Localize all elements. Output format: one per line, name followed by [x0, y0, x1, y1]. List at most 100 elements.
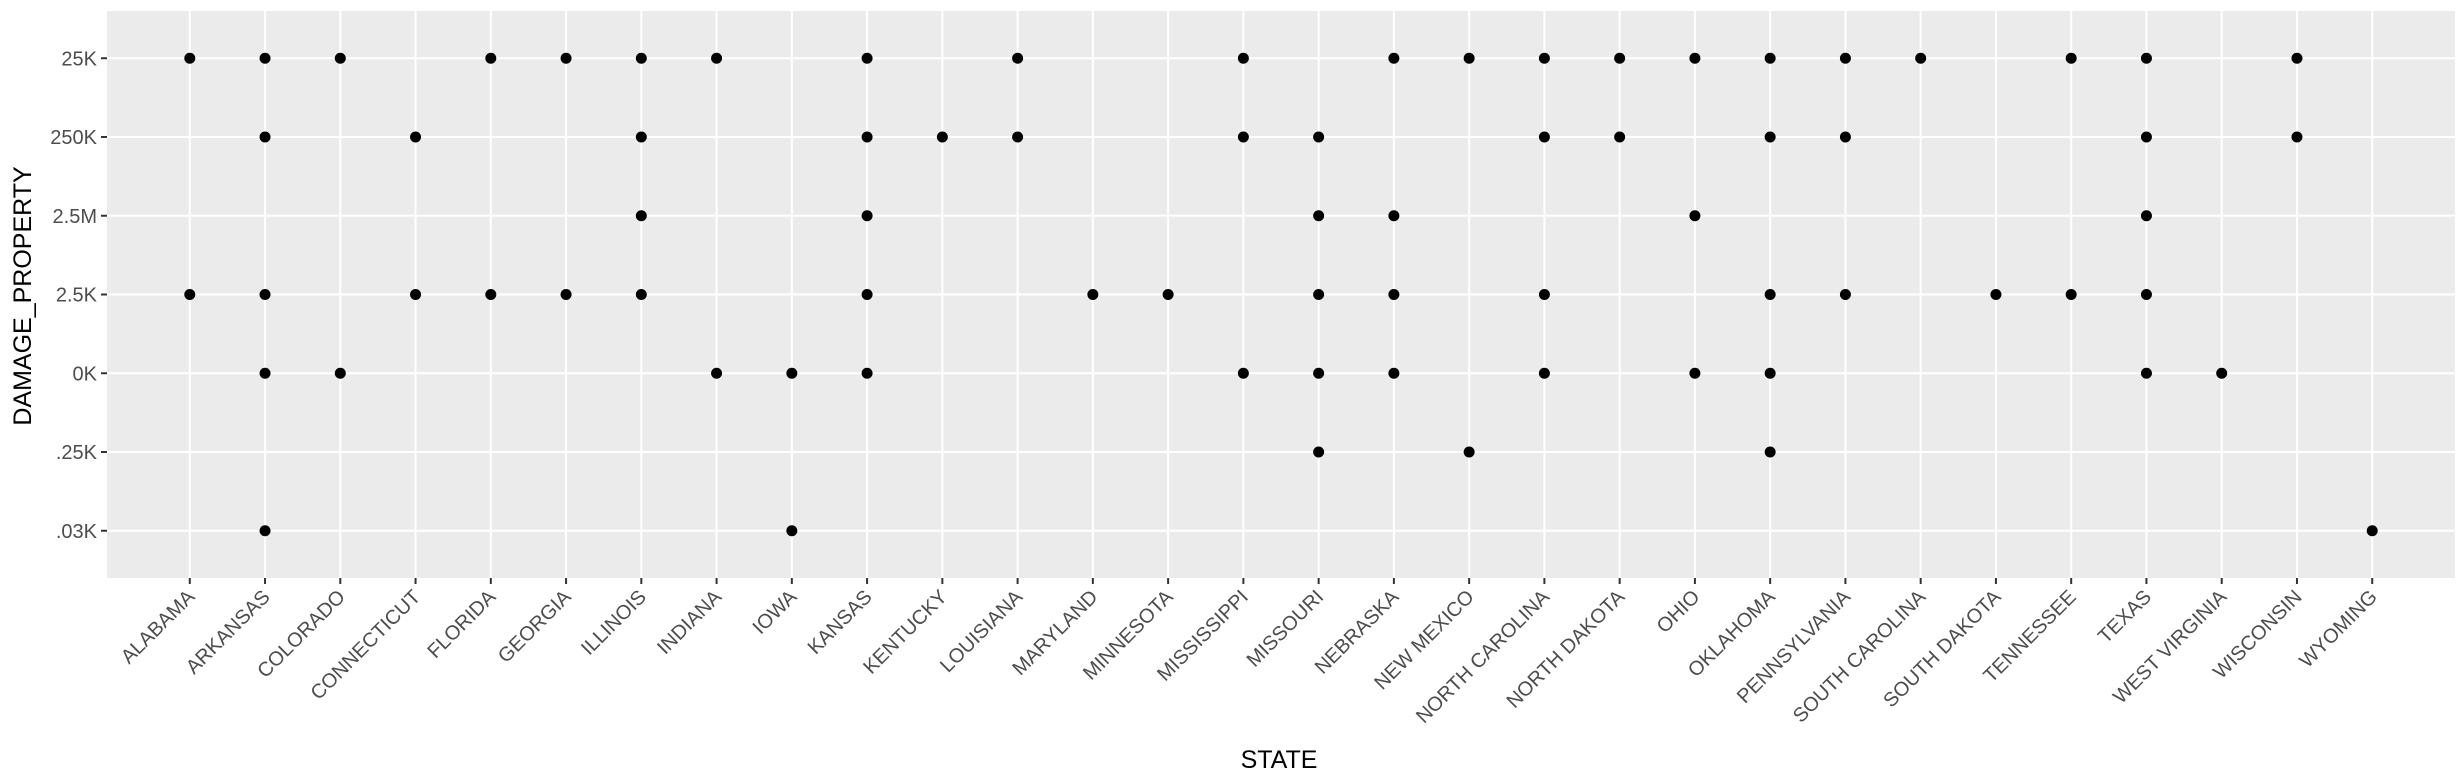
data-point	[1839, 52, 1851, 64]
x-tick-label: FLORIDA	[423, 586, 500, 663]
y-tick-label: .03K	[56, 521, 98, 543]
data-point	[1689, 367, 1701, 379]
data-point	[1538, 289, 1550, 300]
data-point	[1313, 289, 1325, 300]
data-point	[2216, 367, 2228, 379]
data-point	[1237, 131, 1249, 143]
data-point	[2065, 289, 2077, 300]
data-point	[786, 367, 798, 379]
axis-ticks	[101, 57, 2374, 584]
data-point	[560, 289, 572, 300]
y-tick-label: 2.5M	[53, 206, 97, 228]
data-point	[1839, 289, 1851, 300]
data-point	[410, 289, 422, 300]
data-point	[485, 52, 497, 64]
x-tick-label: INDIANA	[653, 586, 726, 659]
data-point	[1463, 52, 1475, 64]
y-tick-label: 25K	[61, 48, 97, 70]
data-point	[2291, 52, 2303, 64]
y-tick-label: 2.5K	[56, 285, 98, 307]
data-point	[861, 210, 873, 222]
x-tick-label: ALABAMA	[117, 586, 200, 669]
data-point	[2366, 525, 2378, 537]
x-tick-label: IOWA	[749, 586, 802, 639]
data-point	[1614, 131, 1626, 143]
data-point	[861, 131, 873, 143]
data-point	[1313, 131, 1325, 143]
data-point	[936, 131, 948, 143]
data-point	[2140, 210, 2152, 222]
data-point	[1538, 52, 1550, 64]
data-point	[1237, 367, 1249, 379]
x-tick-labels: ALABAMAARKANSASCOLORADOCONNECTICUTFLORID…	[117, 586, 2382, 728]
data-point	[1313, 210, 1325, 222]
x-tick-label: GEORGIA	[494, 586, 576, 668]
data-point	[786, 525, 798, 537]
data-point	[1012, 131, 1024, 143]
data-point	[1689, 210, 1701, 222]
data-point	[635, 131, 647, 143]
data-point	[1839, 131, 1851, 143]
data-point	[2140, 131, 2152, 143]
y-tick-label: .25K	[56, 442, 98, 464]
data-point	[560, 52, 572, 64]
data-point	[184, 52, 196, 64]
data-point	[410, 131, 422, 143]
y-axis-title: DAMAGE_PROPERTY	[9, 166, 37, 426]
data-point	[184, 289, 196, 300]
data-point	[1990, 289, 2002, 300]
data-point	[334, 52, 346, 64]
x-axis-title: STATE	[1241, 746, 1318, 774]
data-point	[1388, 289, 1400, 300]
data-point	[861, 367, 873, 379]
data-point	[1764, 52, 1776, 64]
data-point	[259, 289, 271, 300]
x-tick-label: KANSAS	[804, 586, 877, 659]
data-point	[1237, 52, 1249, 64]
data-point	[1915, 52, 1927, 64]
data-point	[2140, 367, 2152, 379]
data-point	[1764, 289, 1776, 300]
x-tick-label: WYOMING	[2295, 586, 2381, 672]
data-points	[184, 52, 2378, 537]
data-point	[259, 367, 271, 379]
data-point	[2140, 289, 2152, 300]
y-tick-labels: .03K .25K 0K 2.5K 2.5M 250K 25K	[50, 48, 97, 543]
data-point	[1764, 446, 1776, 458]
data-point	[2140, 52, 2152, 64]
data-point	[1313, 446, 1325, 458]
data-point	[1162, 289, 1174, 300]
gridlines	[107, 11, 2455, 578]
data-point	[1764, 131, 1776, 143]
data-point	[1538, 367, 1550, 379]
data-point	[1087, 289, 1099, 300]
data-point	[259, 52, 271, 64]
data-point	[1388, 367, 1400, 379]
data-point	[861, 52, 873, 64]
x-tick-label: OHIO	[1653, 586, 1705, 638]
y-tick-label: 250K	[50, 127, 97, 149]
x-tick-label: NORTH CAROLINA	[1412, 586, 1554, 728]
y-tick-label: 0K	[73, 363, 98, 385]
data-point	[1689, 52, 1701, 64]
data-point	[2065, 52, 2077, 64]
x-tick-label: SOUTH CAROLINA	[1789, 586, 1931, 728]
data-point	[1388, 52, 1400, 64]
data-point	[1463, 446, 1475, 458]
x-tick-label: ILLINOIS	[577, 586, 651, 660]
data-point	[711, 52, 723, 64]
data-point	[635, 52, 647, 64]
data-point	[861, 289, 873, 300]
data-point	[635, 289, 647, 300]
data-point	[2291, 131, 2303, 143]
data-point	[1764, 367, 1776, 379]
data-point	[1538, 131, 1550, 143]
data-point	[259, 131, 271, 143]
data-point	[1614, 52, 1626, 64]
data-point	[334, 367, 346, 379]
x-tick-label: TEXAS	[2094, 586, 2156, 648]
data-point	[259, 525, 271, 537]
data-point	[1012, 52, 1024, 64]
data-point	[711, 367, 723, 379]
